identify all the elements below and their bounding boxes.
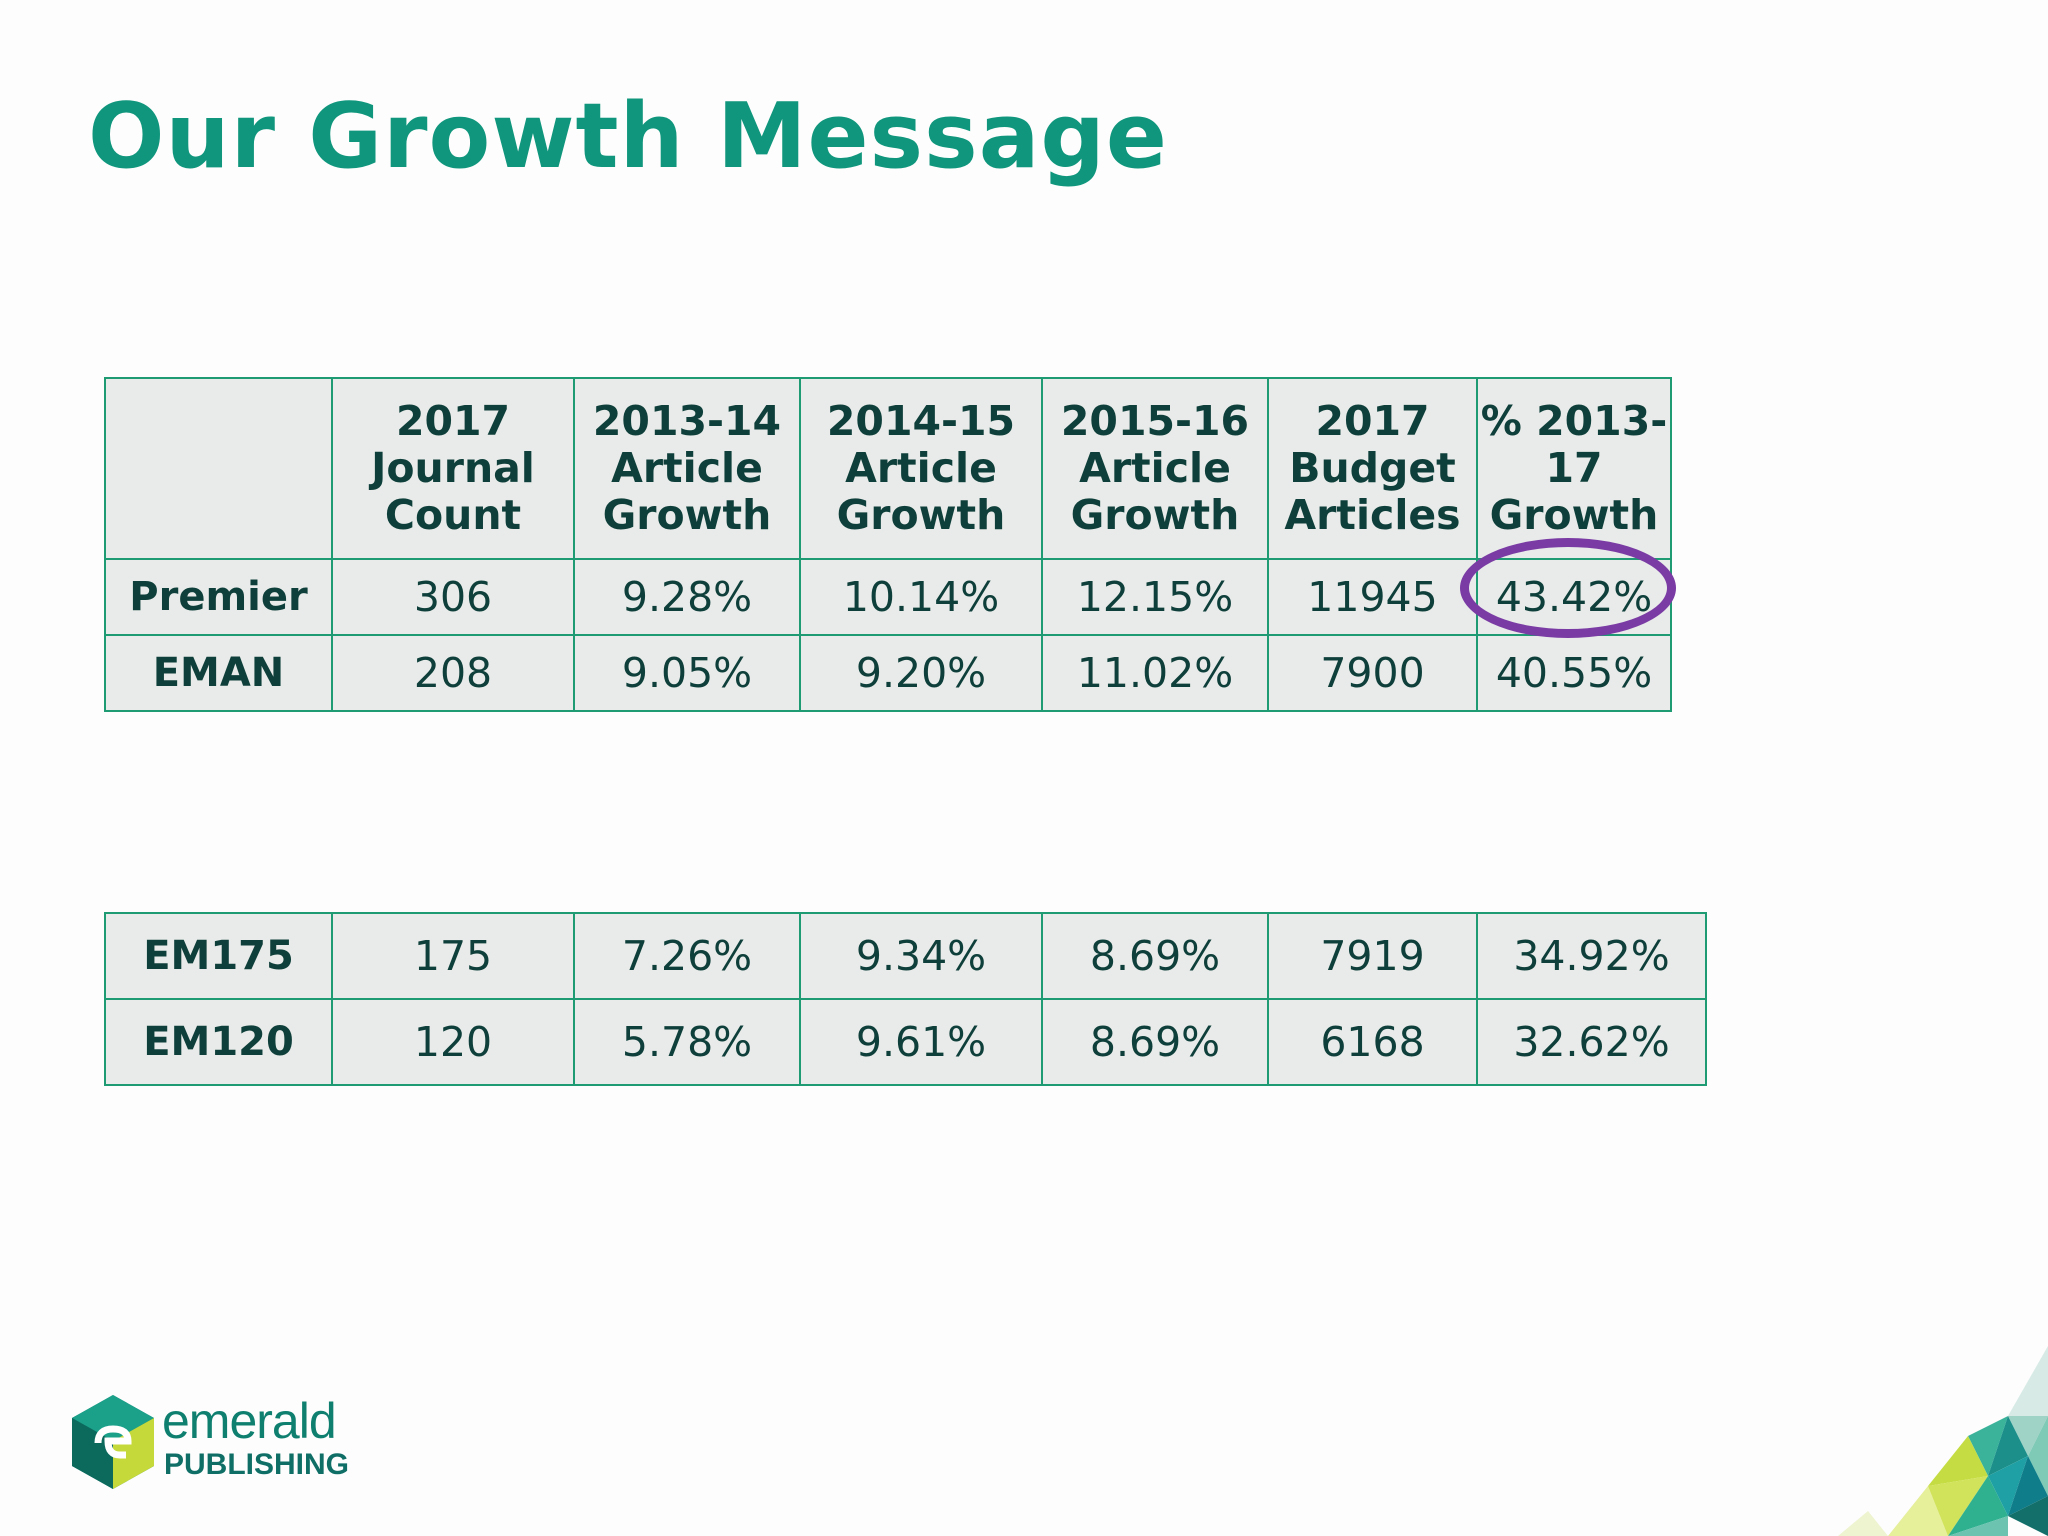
table-cell: 9.28% (573, 558, 801, 636)
logo-text-publishing: PUBLISHING (164, 1448, 350, 1481)
emerald-logo-icon (72, 1395, 154, 1489)
logo-text-emerald: emerald (162, 1393, 337, 1449)
row-label: EM120 (104, 998, 333, 1086)
table-row: EM175 175 7.26% 9.34% 8.69% 7919 34.92% (104, 912, 1707, 1000)
growth-table: 2017 Journal Count 2013-14 Article Growt… (104, 377, 1672, 712)
table-cell: 8.69% (1041, 912, 1269, 1000)
decorative-triangles (1838, 1346, 2048, 1536)
table-row: EM120 120 5.78% 9.61% 8.69% 6168 32.62% (104, 998, 1707, 1086)
table-cell: 11.02% (1041, 634, 1269, 712)
table-cell: 5.78% (573, 998, 801, 1086)
slide-title: Our Growth Message (88, 84, 1168, 189)
table-cell: 208 (331, 634, 575, 712)
table-cell: 7919 (1267, 912, 1478, 1000)
table-cell: 9.20% (799, 634, 1043, 712)
table-row: EMAN 208 9.05% 9.20% 11.02% 7900 40.55% (104, 634, 1672, 712)
row-label: EMAN (104, 634, 333, 712)
header-total-growth: % 2013-17 Growth (1476, 377, 1672, 560)
table-cell: 6168 (1267, 998, 1478, 1086)
table-cell: 175 (331, 912, 575, 1000)
header-growth-2015-16: 2015-16 Article Growth (1041, 377, 1269, 560)
table-cell: 7900 (1267, 634, 1478, 712)
header-budget-articles: 2017 Budget Articles (1267, 377, 1478, 560)
table-cell: 8.69% (1041, 998, 1269, 1086)
table-cell: 7.26% (573, 912, 801, 1000)
table-cell: 11945 (1267, 558, 1478, 636)
row-label: Premier (104, 558, 333, 636)
header-growth-2013-14: 2013-14 Article Growth (573, 377, 801, 560)
table-cell: 9.05% (573, 634, 801, 712)
table-cell: 34.92% (1476, 912, 1707, 1000)
highlighted-cell: 43.42% (1476, 558, 1672, 636)
table-header-row: 2017 Journal Count 2013-14 Article Growt… (104, 377, 1672, 560)
header-growth-2014-15: 2014-15 Article Growth (799, 377, 1043, 560)
emerald-publishing-logo: emerald PUBLISHING (68, 1393, 368, 1493)
table-cell: 40.55% (1476, 634, 1672, 712)
table-cell: 120 (331, 998, 575, 1086)
header-journal-count: 2017 Journal Count (331, 377, 575, 560)
comparison-table: EM175 175 7.26% 9.34% 8.69% 7919 34.92% … (104, 912, 1707, 1086)
table-cell: 306 (331, 558, 575, 636)
table-cell: 9.34% (799, 912, 1043, 1000)
row-label: EM175 (104, 912, 333, 1000)
table-cell: 9.61% (799, 998, 1043, 1086)
table-cell: 12.15% (1041, 558, 1269, 636)
table-cell: 32.62% (1476, 998, 1707, 1086)
table-cell: 10.14% (799, 558, 1043, 636)
table-row: Premier 306 9.28% 10.14% 12.15% 11945 43… (104, 558, 1672, 636)
corner-header-cell (104, 377, 333, 560)
